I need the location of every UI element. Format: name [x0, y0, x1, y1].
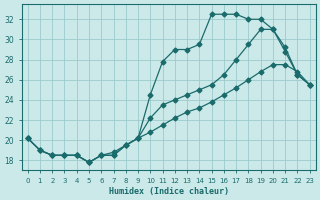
X-axis label: Humidex (Indice chaleur): Humidex (Indice chaleur) — [109, 187, 229, 196]
